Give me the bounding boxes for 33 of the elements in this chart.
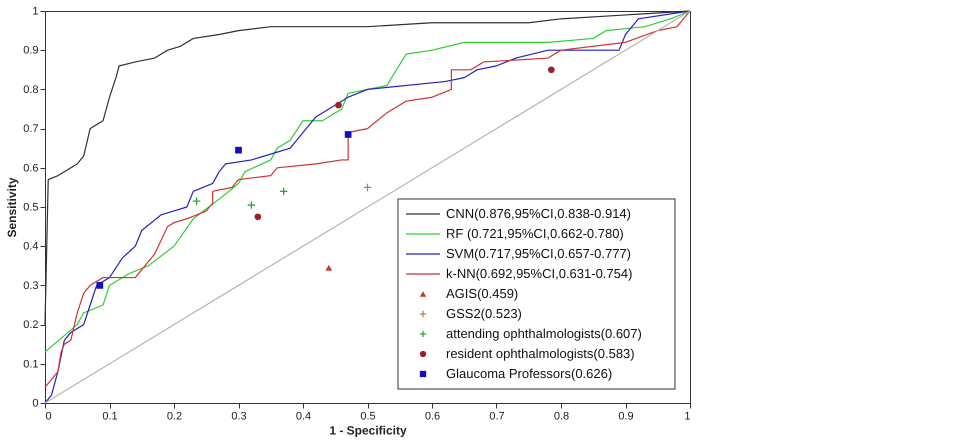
- x-tick-label: 0.2: [166, 410, 182, 422]
- x-tick-label: 0.6: [424, 410, 440, 422]
- y-tick-label: 0.7: [23, 123, 38, 136]
- x-tick-label: 0: [46, 410, 52, 422]
- legend-label: k-NN(0.692,95%CI,0.631-0.754): [446, 266, 632, 281]
- y-axis-title: Sensitivity: [5, 177, 20, 238]
- x-tick-label: 0.3: [231, 410, 247, 422]
- y-tick-label: 0.3: [23, 280, 38, 292]
- legend-label: AGIS(0.459): [446, 286, 518, 301]
- legend-label: attending ophthalmologists(0.607): [446, 326, 642, 341]
- legend-label: Glaucoma Professors(0.626): [446, 366, 612, 381]
- y-tick-label: 0.8: [23, 84, 38, 96]
- legend-label: SVM(0.717,95%CI,0.657-0.777): [446, 246, 631, 261]
- x-axis-title: 1 - Specificity: [329, 424, 407, 438]
- y-tick-label: 0: [32, 398, 38, 410]
- legend-label: RF (0.721,95%CI,0.662-0.780): [446, 226, 624, 241]
- legend-label: GSS2(0.523): [446, 306, 522, 321]
- y-tick-label: 0.1: [23, 358, 38, 370]
- y-tick-label: 1: [32, 6, 38, 18]
- x-tick-label: 1: [684, 410, 690, 422]
- y-tick-label: 0.9: [23, 44, 38, 57]
- x-tick-label: 0.8: [554, 410, 570, 422]
- x-tick-label: 0.4: [296, 410, 312, 422]
- legend-label: CNN(0.876,95%CI,0.838-0.914): [446, 206, 631, 221]
- x-tick-label: 0.9: [618, 410, 634, 422]
- y-tick-label: 0.4: [23, 240, 38, 253]
- legend-label: resident ophthalmologists(0.583): [446, 346, 635, 361]
- x-tick-label: 0.1: [102, 410, 118, 422]
- y-tick-label: 0.2: [23, 319, 38, 332]
- x-tick-label: 0.5: [360, 410, 376, 422]
- x-tick-label: 0.7: [489, 410, 505, 422]
- y-tick-label: 0.6: [23, 162, 38, 174]
- y-tick-label: 0.5: [23, 202, 38, 214]
